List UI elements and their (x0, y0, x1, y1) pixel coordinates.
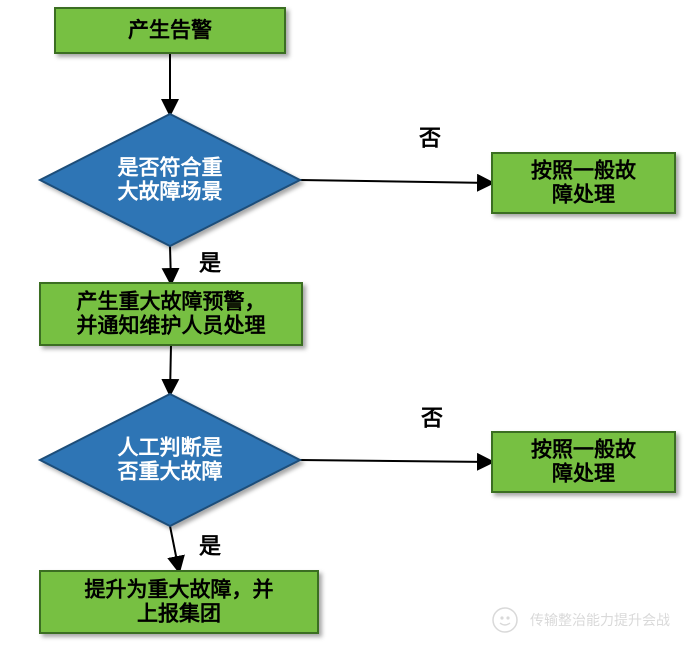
node-r1-line0: 按照一般故 (531, 159, 637, 183)
node-d2-line1: 否重大故障 (118, 460, 223, 484)
node-r1-line1: 障处理 (552, 183, 615, 207)
node-n1-line0: 产生告警 (128, 18, 212, 42)
nodes-layer: 产生告警是否符合重大故障场景按照一般故障处理产生重大故障预警，并通知维护人员处理… (40, 8, 675, 633)
edge-label-2: 是 (199, 251, 221, 276)
edge-d2-n3 (170, 526, 179, 571)
watermark-text: 传输整治能力提升会战 (530, 612, 670, 628)
node-d1-line1: 大故障场景 (118, 180, 223, 204)
wechat-icon (493, 608, 517, 632)
edge-n2-d2 (170, 345, 171, 394)
node-d2: 人工判断是否重大故障 (40, 394, 300, 526)
flowchart-canvas: 否是否是产生告警是否符合重大故障场景按照一般故障处理产生重大故障预警，并通知维护… (0, 0, 692, 663)
node-n2-line1: 并通知维护人员处理 (77, 314, 266, 338)
node-n3: 提升为重大故障，并上报集团 (40, 571, 318, 633)
edge-label-5: 是 (199, 534, 221, 559)
node-n3-line0: 提升为重大故障，并 (85, 578, 274, 602)
node-n2: 产生重大故障预警，并通知维护人员处理 (40, 283, 302, 345)
node-n1: 产生告警 (55, 8, 285, 53)
node-d2-line0: 人工判断是 (118, 436, 223, 460)
edge-d1-n2 (170, 246, 171, 283)
edge-d2-r2 (300, 460, 492, 462)
node-r2-line0: 按照一般故 (531, 438, 637, 462)
edge-label-4: 否 (420, 406, 443, 431)
watermark: 传输整治能力提升会战 (493, 608, 670, 632)
node-d1-line0: 是否符合重 (118, 156, 223, 180)
node-n3-line1: 上报集团 (137, 602, 221, 626)
node-r2: 按照一般故障处理 (492, 432, 675, 492)
edge-label-1: 否 (418, 126, 441, 151)
node-n2-line0: 产生重大故障预警， (77, 290, 266, 314)
node-r2-line1: 障处理 (552, 462, 615, 486)
node-d1: 是否符合重大故障场景 (40, 114, 300, 246)
edge-d1-r1 (300, 180, 492, 183)
node-r1: 按照一般故障处理 (492, 153, 675, 213)
